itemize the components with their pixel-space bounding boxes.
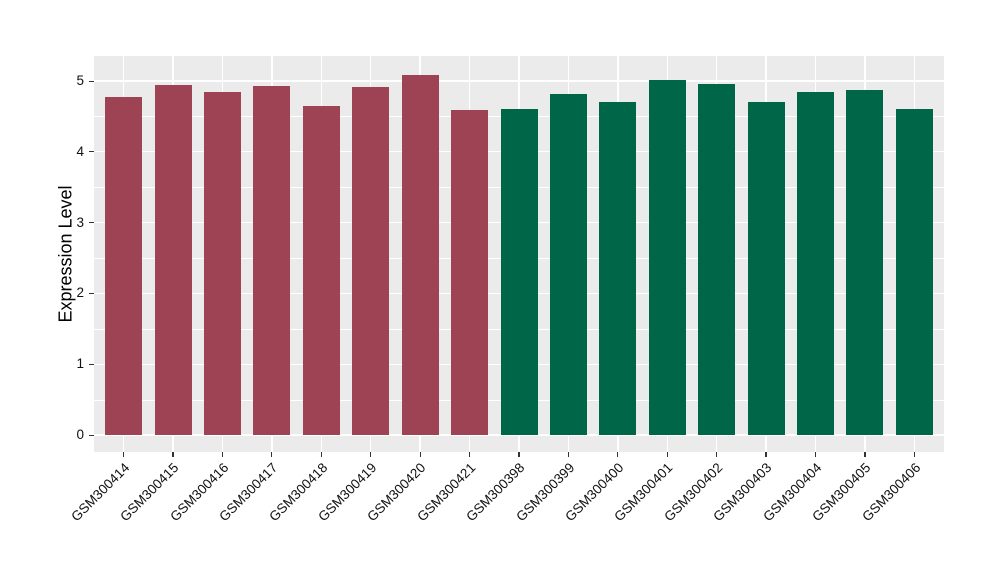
x-tick-mark [666,452,668,457]
x-tick-mark [716,452,718,457]
y-tick-label: 5 [76,73,84,88]
x-tick-mark [765,452,767,457]
y-tick-mark [89,151,94,153]
x-tick-mark [221,452,224,457]
bar-GSM300421 [451,110,489,435]
y-tick-label: 3 [76,214,84,230]
bar-GSM300420 [401,75,439,435]
y-tick-mark [89,80,94,82]
x-tick-mark [271,452,273,457]
x-tick-mark [518,452,520,457]
bar-GSM300404 [797,92,834,435]
y-tick-mark [89,222,94,224]
x-tick-mark [567,452,569,457]
x-tick-mark [370,452,372,457]
bar-GSM300406 [895,108,933,435]
x-tick-mark [320,452,322,457]
y-tick-mark [89,434,94,436]
y-tick-mark [89,292,94,295]
x-tick-mark [913,452,915,457]
bar-GSM300416 [203,92,241,435]
bar-GSM300403 [747,101,785,435]
bar-GSM300417 [253,85,291,435]
x-tick-mark [864,452,866,457]
y-tick-label: 1 [76,356,84,372]
x-tick-mark [468,452,471,457]
bar-GSM300401 [648,79,686,435]
y-tick-label: 0 [76,427,84,442]
y-tick-label: 2 [76,285,84,301]
x-tick-mark [617,452,619,457]
bar-GSM300398 [500,109,538,435]
bar-GSM300414 [105,96,143,435]
bar-GSM300400 [599,102,637,435]
bar-GSM300419 [352,87,390,435]
x-tick-mark [123,452,125,457]
x-tick-mark [172,452,174,457]
y-tick-label: 4 [76,143,84,159]
bar-GSM300399 [549,94,587,435]
bar-GSM300418 [302,106,340,435]
bar-GSM300402 [698,83,736,435]
bar-GSM300415 [154,84,192,435]
x-tick-mark [814,452,817,457]
bar-GSM300405 [846,90,884,435]
y-tick-mark [89,363,94,365]
x-tick-mark [419,452,421,457]
